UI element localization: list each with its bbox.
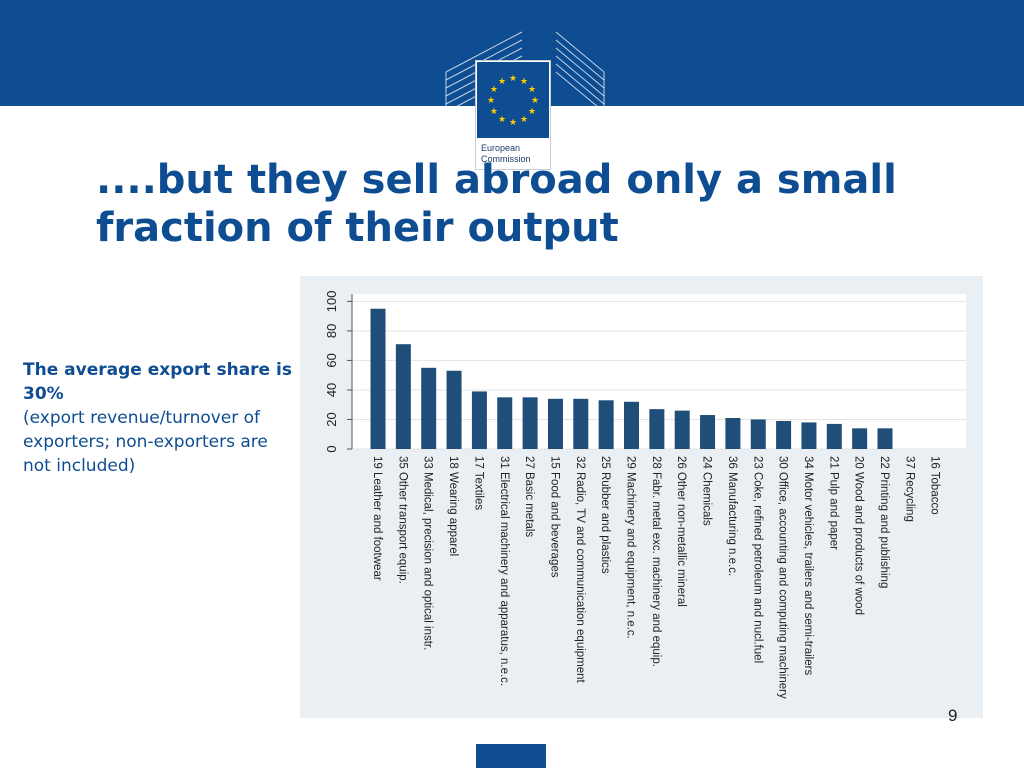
note-detail: (export revenue/turnover of exporters; n… bbox=[23, 408, 268, 476]
eu-star-icon: ★ bbox=[490, 107, 498, 117]
chart-panel: 0 20 40 60 80 100 19 Leather and footwear 35 O… bbox=[300, 276, 983, 718]
eu-star-icon: ★ bbox=[520, 77, 528, 87]
x-tick-label: 19 Leather and footwear bbox=[371, 456, 383, 581]
x-tick-label: 27 Basic metals bbox=[523, 456, 535, 537]
bar bbox=[573, 398, 589, 449]
x-tick-label: 34 Motor vehicles, trailers and semi-tra… bbox=[802, 456, 814, 675]
eu-star-icon: ★ bbox=[509, 118, 517, 128]
x-tick-label: 29 Machinery and equipment, n.e.c. bbox=[625, 456, 637, 639]
bar bbox=[395, 344, 411, 449]
x-tick-label: 31 Electrical machinery and apparatus, n… bbox=[498, 456, 510, 686]
bar bbox=[826, 423, 842, 449]
logo-box: ★ ★ ★ ★ ★ ★ ★ ★ ★ ★ ★ ★ European Commission bbox=[475, 60, 551, 170]
bar bbox=[471, 391, 487, 449]
x-tick-label: 37 Recycling bbox=[903, 456, 915, 522]
bar bbox=[446, 370, 462, 449]
bar bbox=[674, 410, 690, 449]
logo-line-2: Commission bbox=[481, 154, 531, 164]
x-tick-label: 26 Other non-metallic mineral bbox=[675, 456, 687, 607]
note-highlight: The average export share is 30% bbox=[23, 360, 292, 404]
bar bbox=[877, 428, 893, 449]
side-note: The average export share is 30% (export … bbox=[23, 358, 293, 478]
x-tick-label: 28 Fabr. metal exc. machinery and equip. bbox=[650, 456, 662, 667]
y-tick-label: 100 bbox=[324, 291, 339, 313]
x-tick-label: 16 Tobacco bbox=[929, 456, 941, 515]
x-tick-label: 22 Printing and publishing bbox=[878, 456, 890, 588]
bar bbox=[725, 418, 741, 449]
bar bbox=[801, 422, 817, 449]
y-tick-label: 0 bbox=[324, 445, 339, 452]
x-tick-label: 21 Pulp and paper bbox=[827, 456, 839, 550]
y-tick-label: 20 bbox=[324, 412, 339, 426]
y-tick-label: 60 bbox=[324, 353, 339, 367]
bar bbox=[370, 308, 386, 449]
bar bbox=[776, 420, 792, 449]
eu-star-icon: ★ bbox=[531, 96, 539, 106]
eu-flag-icon: ★ ★ ★ ★ ★ ★ ★ ★ ★ ★ ★ ★ bbox=[477, 62, 549, 138]
bar bbox=[421, 367, 437, 449]
x-tick-label: 23 Coke, refined petroleum and nucl.fuel bbox=[751, 456, 763, 663]
y-tick-label: 80 bbox=[324, 324, 339, 338]
page-number: 9 bbox=[948, 706, 958, 725]
x-tick-label: 33 Medical, precision and optical instr. bbox=[422, 456, 434, 650]
eu-star-icon: ★ bbox=[490, 85, 498, 95]
x-tick-label: 20 Wood and products of wood bbox=[853, 456, 865, 615]
european-commission-logo: ★ ★ ★ ★ ★ ★ ★ ★ ★ ★ ★ ★ European Commission bbox=[444, 28, 606, 170]
bar bbox=[750, 419, 766, 449]
eu-star-icon: ★ bbox=[509, 74, 517, 84]
logo-text: European Commission bbox=[481, 143, 531, 165]
y-axis: 0 20 40 60 80 100 bbox=[324, 291, 352, 453]
x-tick-label: 36 Manufacturing n.e.c. bbox=[726, 456, 738, 576]
eu-star-icon: ★ bbox=[528, 107, 536, 117]
eu-star-icon: ★ bbox=[498, 77, 506, 87]
x-tick-label: 32 Radio, TV and communication equipment bbox=[574, 456, 586, 684]
eu-star-icon: ★ bbox=[528, 85, 536, 95]
bar bbox=[649, 409, 665, 449]
eu-star-icon: ★ bbox=[520, 115, 528, 125]
bar bbox=[598, 400, 614, 449]
bars bbox=[370, 308, 893, 449]
bar-chart: 0 20 40 60 80 100 19 Leather and footwear 35 O… bbox=[324, 291, 966, 699]
y-tick-label: 40 bbox=[324, 383, 339, 397]
bar bbox=[624, 401, 639, 449]
bar bbox=[852, 428, 868, 449]
x-axis-labels: 19 Leather and footwear 35 Other transpor… bbox=[371, 456, 941, 699]
bar bbox=[522, 397, 538, 449]
x-tick-label: 24 Chemicals bbox=[701, 456, 713, 526]
x-tick-label: 15 Food and beverages bbox=[548, 456, 560, 578]
eu-star-icon: ★ bbox=[487, 96, 495, 106]
eu-star-icon: ★ bbox=[498, 115, 506, 125]
bar bbox=[700, 415, 716, 449]
bar bbox=[547, 398, 563, 449]
bar bbox=[497, 397, 513, 449]
x-tick-label: 18 Wearing apparel bbox=[447, 456, 459, 556]
x-tick-label: 30 Office, accounting and computing mach… bbox=[777, 456, 789, 699]
x-tick-label: 35 Other transport equip. bbox=[396, 456, 408, 584]
x-tick-label: 17 Textiles bbox=[472, 456, 484, 510]
x-tick-label: 25 Rubber and plastics bbox=[599, 456, 611, 574]
logo-line-1: European bbox=[481, 143, 521, 153]
bottom-tab bbox=[476, 744, 546, 768]
slide-title: ....but they sell abroad only a small fr… bbox=[96, 157, 897, 251]
